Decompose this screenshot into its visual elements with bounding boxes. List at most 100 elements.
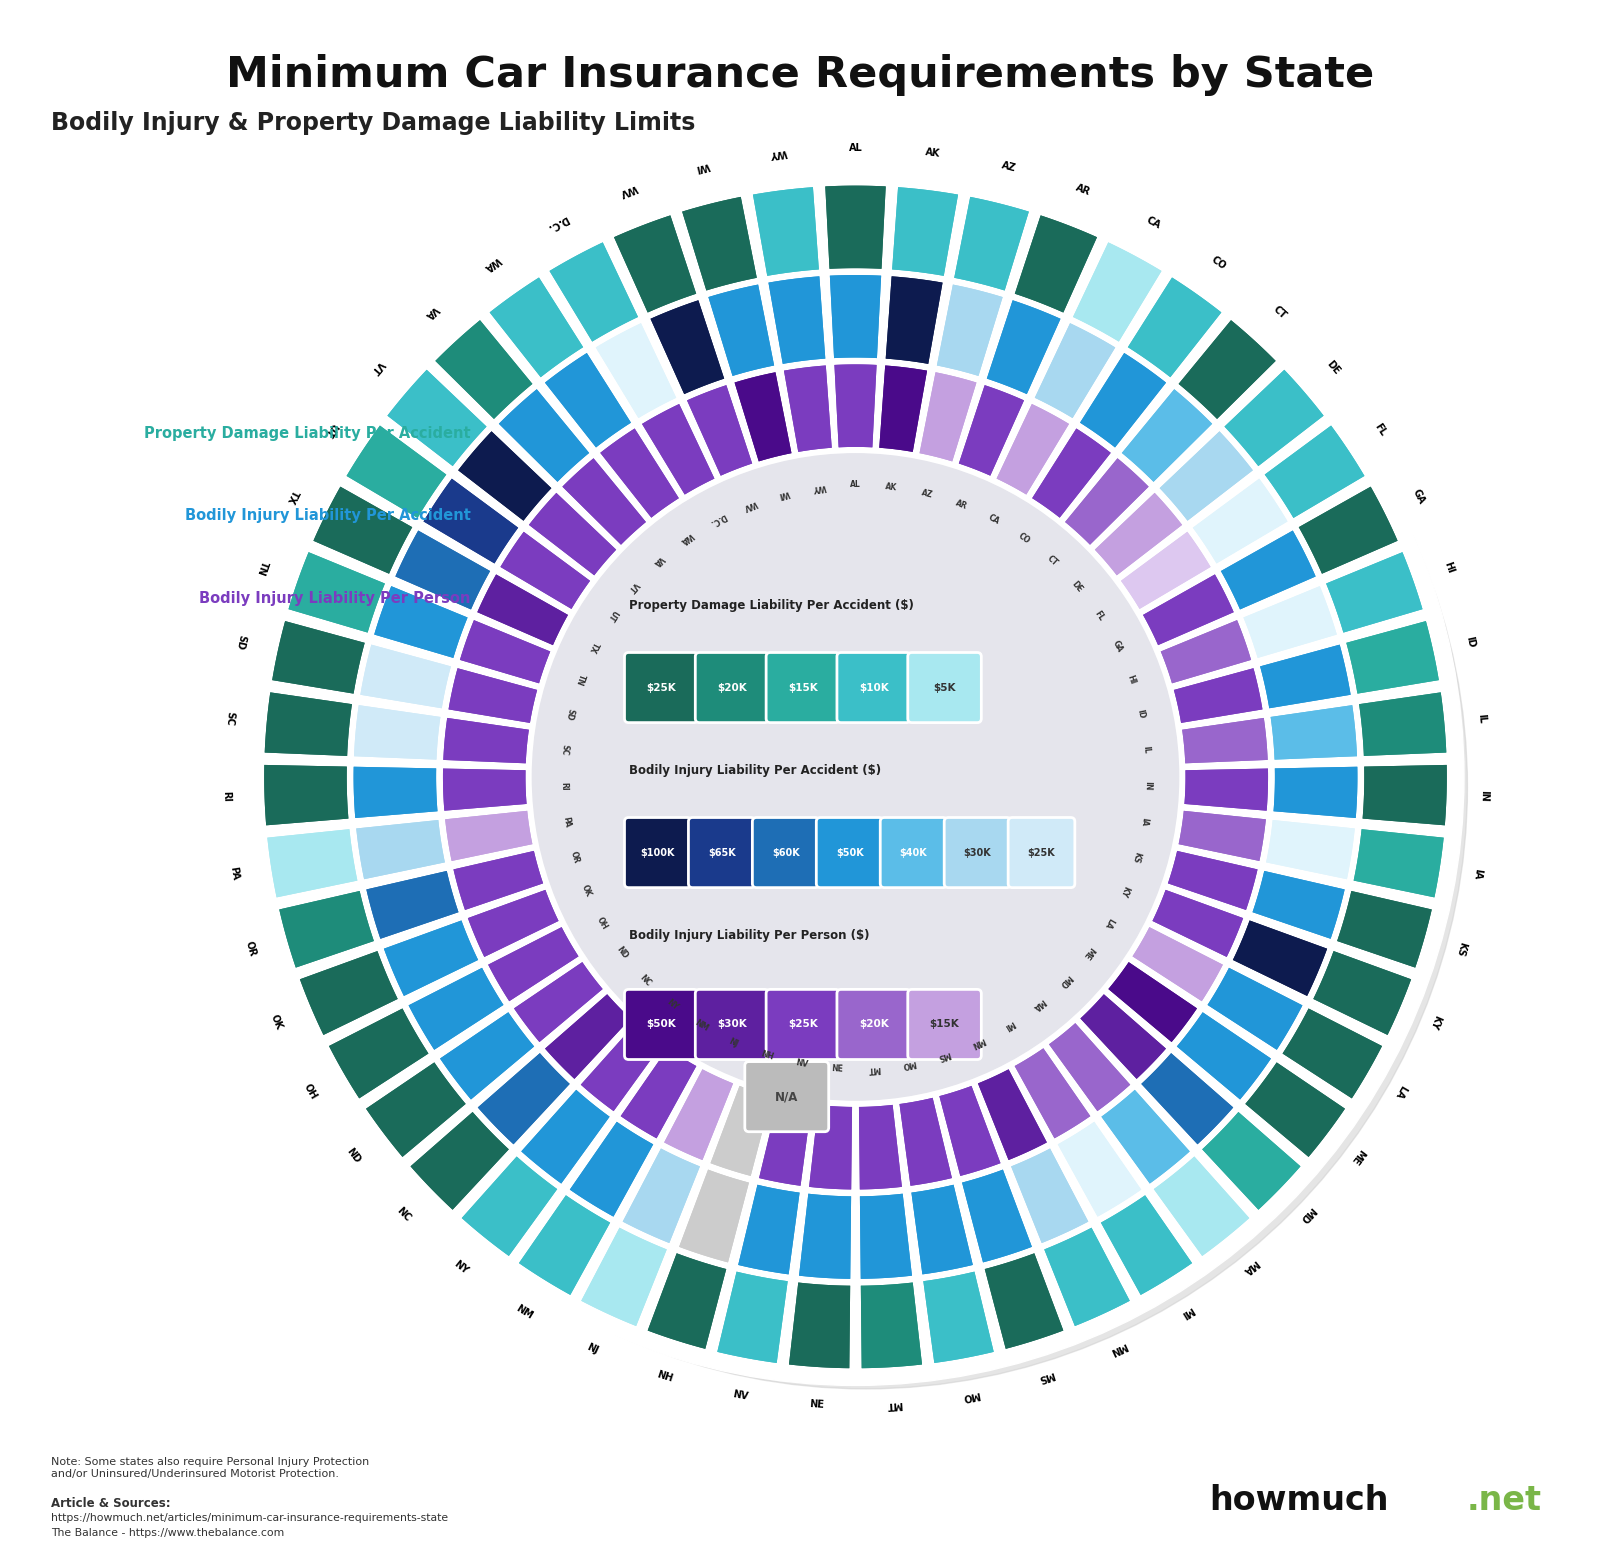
Polygon shape xyxy=(1161,620,1250,684)
Polygon shape xyxy=(900,1098,953,1187)
Polygon shape xyxy=(528,493,616,575)
Text: VT: VT xyxy=(626,580,640,594)
Circle shape xyxy=(247,169,1463,1386)
Text: Bodily Injury & Property Damage Liability Limits: Bodily Injury & Property Damage Liabilit… xyxy=(51,111,695,136)
Polygon shape xyxy=(299,951,397,1035)
Polygon shape xyxy=(940,1086,1001,1176)
Polygon shape xyxy=(1174,668,1263,722)
FancyBboxPatch shape xyxy=(837,653,911,722)
FancyBboxPatch shape xyxy=(624,653,698,722)
Text: OR: OR xyxy=(568,849,581,865)
Polygon shape xyxy=(1081,353,1166,447)
Polygon shape xyxy=(784,365,833,452)
Text: NH: NH xyxy=(759,1049,775,1061)
Polygon shape xyxy=(1260,645,1351,709)
Polygon shape xyxy=(924,1272,994,1363)
Polygon shape xyxy=(1182,718,1268,763)
Text: WI: WI xyxy=(778,487,791,500)
Polygon shape xyxy=(288,552,384,633)
Polygon shape xyxy=(549,243,639,342)
Text: FL: FL xyxy=(1372,421,1388,438)
Polygon shape xyxy=(1265,425,1364,518)
Polygon shape xyxy=(453,851,543,910)
Polygon shape xyxy=(937,285,1002,376)
Polygon shape xyxy=(1177,1012,1271,1100)
Polygon shape xyxy=(1081,353,1166,447)
Polygon shape xyxy=(600,429,679,518)
Text: OK: OK xyxy=(580,883,592,899)
Text: OH: OH xyxy=(596,916,610,931)
Text: NY: NY xyxy=(451,1258,471,1276)
Text: $40K: $40K xyxy=(900,848,927,857)
Polygon shape xyxy=(519,1196,610,1295)
Text: Bodily Injury Liability Per Person ($): Bodily Injury Liability Per Person ($) xyxy=(629,928,869,942)
Polygon shape xyxy=(648,1253,727,1349)
Text: NC: NC xyxy=(395,1205,413,1224)
Text: The Balance - https://www.thebalance.com: The Balance - https://www.thebalance.com xyxy=(51,1528,285,1538)
Polygon shape xyxy=(1108,962,1198,1043)
Polygon shape xyxy=(1015,215,1097,312)
Polygon shape xyxy=(477,574,568,645)
Polygon shape xyxy=(1081,995,1166,1078)
Text: $50K: $50K xyxy=(836,848,863,857)
Text: N/A: N/A xyxy=(775,1091,799,1103)
Polygon shape xyxy=(354,705,440,760)
Polygon shape xyxy=(954,196,1029,291)
Text: $25K: $25K xyxy=(788,1019,818,1029)
Text: WY: WY xyxy=(812,481,828,492)
Polygon shape xyxy=(1271,705,1358,760)
Polygon shape xyxy=(410,1112,509,1210)
Polygon shape xyxy=(1143,574,1234,645)
Polygon shape xyxy=(1178,811,1266,862)
FancyBboxPatch shape xyxy=(908,653,981,722)
Polygon shape xyxy=(528,493,616,575)
Polygon shape xyxy=(940,1086,1001,1176)
Text: NH: NH xyxy=(655,1369,674,1383)
Text: IA: IA xyxy=(1140,817,1150,826)
Polygon shape xyxy=(279,891,375,967)
Polygon shape xyxy=(458,432,551,521)
Text: NE: NE xyxy=(809,1400,825,1411)
Text: CT: CT xyxy=(1045,554,1060,568)
Polygon shape xyxy=(711,1086,772,1176)
Polygon shape xyxy=(1265,425,1364,518)
Polygon shape xyxy=(1326,552,1423,633)
Polygon shape xyxy=(768,277,825,364)
Polygon shape xyxy=(768,277,825,364)
Polygon shape xyxy=(1073,243,1161,342)
Text: SD: SD xyxy=(234,634,248,651)
Text: AZ: AZ xyxy=(921,487,933,500)
Text: SC: SC xyxy=(224,712,235,727)
Text: AZ: AZ xyxy=(1001,161,1017,173)
Polygon shape xyxy=(581,1023,661,1111)
Polygon shape xyxy=(809,1105,852,1190)
Polygon shape xyxy=(1143,574,1234,645)
Polygon shape xyxy=(1121,532,1210,610)
Polygon shape xyxy=(410,1112,509,1210)
Polygon shape xyxy=(581,1228,666,1326)
Circle shape xyxy=(264,186,1468,1389)
FancyBboxPatch shape xyxy=(881,817,946,888)
Text: MI: MI xyxy=(1002,1019,1017,1032)
Text: NJ: NJ xyxy=(586,1341,600,1355)
Text: $20K: $20K xyxy=(858,1019,889,1029)
Text: IA: IA xyxy=(1471,868,1483,880)
Polygon shape xyxy=(1015,215,1097,312)
Text: RI: RI xyxy=(559,781,568,791)
Polygon shape xyxy=(687,385,752,475)
Text: VT: VT xyxy=(370,359,386,376)
Text: $50K: $50K xyxy=(647,1019,676,1029)
Text: AR: AR xyxy=(1074,183,1092,198)
Polygon shape xyxy=(664,1069,733,1160)
Polygon shape xyxy=(1244,586,1337,657)
FancyBboxPatch shape xyxy=(624,990,698,1060)
Text: $30K: $30K xyxy=(717,1019,748,1029)
Polygon shape xyxy=(458,432,551,521)
Polygon shape xyxy=(1012,1148,1089,1244)
Polygon shape xyxy=(1185,769,1268,811)
Polygon shape xyxy=(375,586,467,657)
Text: .net: .net xyxy=(1467,1484,1542,1518)
Text: MO: MO xyxy=(961,1389,981,1402)
Polygon shape xyxy=(1121,532,1210,610)
Text: MS: MS xyxy=(1037,1369,1055,1383)
